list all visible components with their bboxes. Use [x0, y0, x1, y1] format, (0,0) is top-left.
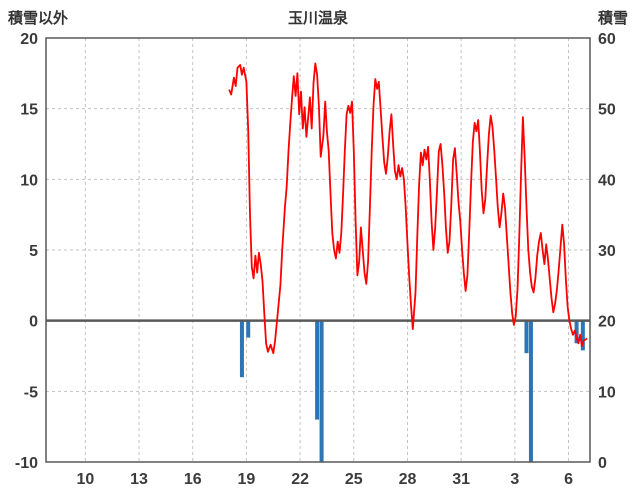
chart-title: 玉川温泉 — [288, 9, 349, 27]
svg-text:5: 5 — [29, 243, 38, 260]
svg-text:-5: -5 — [24, 384, 38, 401]
svg-text:31: 31 — [452, 471, 470, 488]
svg-text:28: 28 — [399, 471, 417, 488]
right-axis-title: 積雪 — [597, 9, 628, 27]
svg-text:10: 10 — [20, 172, 38, 189]
left-axis-tick-labels: 20 15 10 5 0 -5 -10 — [15, 31, 38, 472]
svg-text:60: 60 — [598, 31, 616, 48]
svg-text:6: 6 — [564, 471, 573, 488]
plot-frame — [45, 37, 591, 463]
svg-text:20: 20 — [20, 31, 38, 48]
right-axis-tick-labels: 60 50 40 30 20 10 0 — [598, 31, 616, 472]
red-line-series — [228, 62, 588, 355]
svg-text:0: 0 — [29, 314, 38, 331]
svg-text:10: 10 — [76, 471, 94, 488]
svg-text:19: 19 — [238, 471, 256, 488]
svg-text:30: 30 — [598, 243, 616, 260]
svg-text:25: 25 — [345, 471, 363, 488]
x-axis-tick-labels: 10 13 16 19 22 25 28 31 3 6 — [76, 471, 573, 488]
blue-bar-series — [239, 320, 585, 462]
svg-text:3: 3 — [510, 471, 519, 488]
svg-text:-10: -10 — [15, 455, 38, 472]
svg-text:0: 0 — [598, 455, 607, 472]
svg-text:15: 15 — [20, 102, 38, 119]
svg-text:50: 50 — [598, 102, 616, 119]
svg-text:10: 10 — [598, 384, 616, 401]
svg-text:16: 16 — [184, 471, 202, 488]
svg-text:20: 20 — [598, 314, 616, 331]
svg-text:40: 40 — [598, 172, 616, 189]
svg-text:22: 22 — [291, 471, 309, 488]
left-axis-title: 積雪以外 — [7, 9, 68, 27]
svg-text:13: 13 — [130, 471, 148, 488]
